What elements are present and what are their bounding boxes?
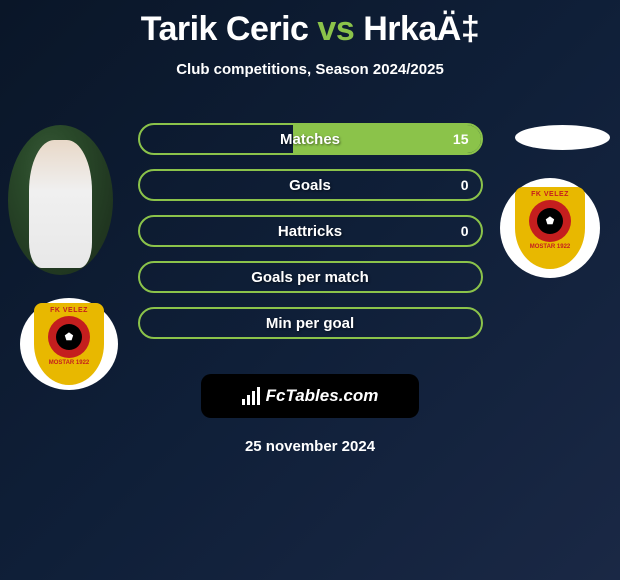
player2-club-logo: FK VELEZ MOSTAR 1922 <box>500 178 600 278</box>
stat-value-right: 0 <box>461 223 469 239</box>
stat-label: Min per goal <box>266 315 354 332</box>
badge-top-text: FK VELEZ <box>531 191 569 198</box>
vs-separator: vs <box>317 10 354 48</box>
badge-bottom-text: MOSTAR 1922 <box>530 244 571 250</box>
comparison-title: Tarik Ceric vs HrkaÄ‡ <box>0 0 620 49</box>
stat-value-right: 15 <box>453 131 469 147</box>
fctables-branding: FcTables.com <box>201 374 419 418</box>
stat-row-goals: Goals 0 <box>138 169 483 201</box>
stat-label: Hattricks <box>278 223 342 240</box>
badge-bottom-text: MOSTAR 1922 <box>49 360 90 366</box>
bar-chart-icon <box>242 387 260 405</box>
player2-avatar <box>515 125 610 150</box>
subtitle: Club competitions, Season 2024/2025 <box>0 61 620 78</box>
player2-name: HrkaÄ‡ <box>363 10 479 48</box>
stat-row-hattricks: Hattricks 0 <box>138 215 483 247</box>
branding-text: FcTables.com <box>266 386 379 406</box>
stat-label: Goals <box>289 177 331 194</box>
stat-label: Matches <box>280 131 340 148</box>
badge-ball-icon <box>48 316 90 358</box>
player1-club-logo: FK VELEZ MOSTAR 1922 <box>20 298 118 390</box>
date-text: 25 november 2024 <box>0 438 620 455</box>
stat-value-right: 0 <box>461 177 469 193</box>
stat-label: Goals per match <box>251 269 369 286</box>
badge-ball-icon <box>529 200 571 242</box>
stat-row-matches: Matches 15 <box>138 123 483 155</box>
badge-top-text: FK VELEZ <box>50 307 88 314</box>
player1-avatar <box>8 125 113 275</box>
stat-row-gpm: Goals per match <box>138 261 483 293</box>
stats-container: Matches 15 Goals 0 Hattricks 0 Goals per… <box>138 123 483 339</box>
player1-name: Tarik Ceric <box>141 10 309 48</box>
stat-row-mpg: Min per goal <box>138 307 483 339</box>
